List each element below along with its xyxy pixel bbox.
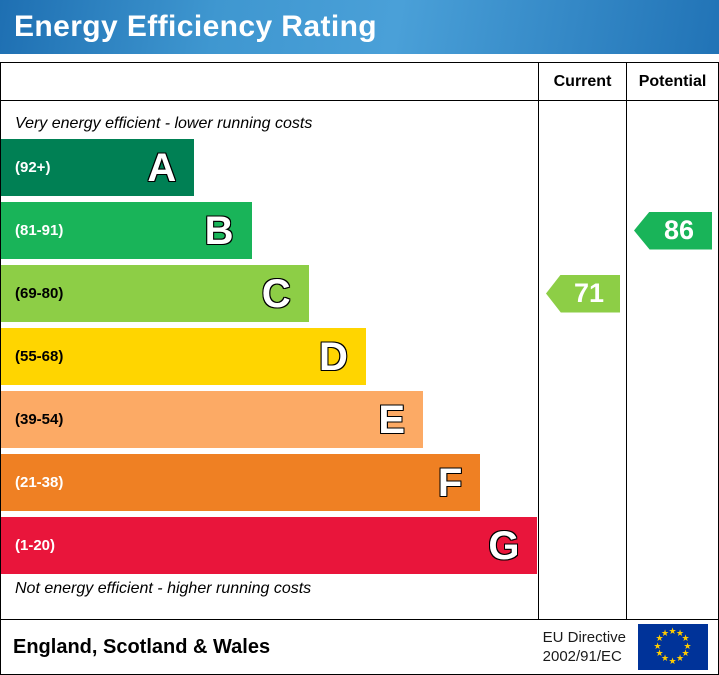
eu-flag-star: ★ [676,627,685,638]
band-range-label: (69-80) [15,285,64,302]
eu-flag-star: ★ [661,627,670,638]
current-column-header: Current [538,63,626,101]
footer: England, Scotland & Wales EU Directive 2… [1,620,718,674]
band-range-label: (21-38) [15,474,64,491]
directive-text: EU Directive 2002/91/EC [543,628,626,667]
current-rating-value: 71 [573,278,605,308]
band-letter: C [261,271,291,316]
potential-rating-pointer: 86 [634,211,712,250]
current-rating-pointer: 71 [546,274,620,313]
eu-flag-star: ★ [676,653,685,664]
band-bar-c: (69-80) C [1,265,309,322]
band-row-c: (69-80) C [1,265,538,322]
band-letter: A [147,145,177,190]
directive-block: EU Directive 2002/91/EC ★ ★ ★ ★ ★ ★ ★ ★ ★ ★ ★ ★ [543,624,708,670]
band-bar-f: (21-38) F [1,454,481,511]
potential-column-header: Potential [626,63,718,101]
band-row-b: (81-91) B [1,202,538,259]
band-letter: D [319,334,348,379]
band-letter: E [378,397,406,442]
region-label: England, Scotland & Wales [13,635,271,658]
band-row-f: (21-38) F [1,454,538,511]
band-letter: G [488,523,520,568]
band-range-label: (55-68) [15,348,64,365]
epc-chart-box: Current Potential Very energy efficient … [0,62,719,675]
band-bar-a: (92+) A [1,139,195,196]
band-row-e: (39-54) E [1,391,538,448]
bottom-note: Not energy efficient - higher running co… [15,580,312,597]
band-letter: B [204,208,234,253]
eu-flag-star: ★ [683,640,692,651]
directive-line2: 2002/91/EC [542,648,622,665]
band-range-label: (1-20) [15,537,56,554]
band-bar-b: (81-91) B [1,202,252,259]
eu-flag-star: ★ [668,625,677,636]
band-bar-d: (55-68) D [1,328,366,385]
eu-flag-star: ★ [653,640,662,651]
band-range-label: (92+) [15,159,51,176]
band-row-a: (92+) A [1,139,538,196]
title-banner: Energy Efficiency Rating [0,0,719,54]
band-letter: F [437,460,463,505]
eu-flag-star: ★ [655,648,664,658]
epc-chart-grid: Current Potential Very energy efficient … [1,63,718,620]
bands-header-cell [1,63,538,101]
eu-flag-star: ★ [668,655,677,666]
directive-line1: EU Directive [542,628,626,646]
potential-column: 86 [626,101,718,619]
band-bar-e: (39-54) E [1,391,424,448]
band-range-label: (39-54) [15,411,64,428]
band-range-label: (81-91) [15,222,64,239]
potential-rating-value: 86 [663,215,695,245]
eu-flag-star: ★ [661,653,670,664]
band-row-d: (55-68) D [1,328,538,385]
eu-flag-star: ★ [681,648,690,658]
eu-flag-icon: ★ ★ ★ ★ ★ ★ ★ ★ ★ ★ ★ ★ [638,624,708,670]
band-row-g: (1-20) G [1,517,538,574]
top-note: Very energy efficient - lower running co… [15,115,313,132]
current-column: 71 [538,101,626,619]
band-bar-g: (1-20) G [1,517,538,574]
page-title: Energy Efficiency Rating [14,10,378,43]
bands-area: Very energy efficient - lower running co… [1,101,538,619]
eu-flag-star: ★ [655,633,664,643]
eu-flag-star: ★ [681,633,690,643]
